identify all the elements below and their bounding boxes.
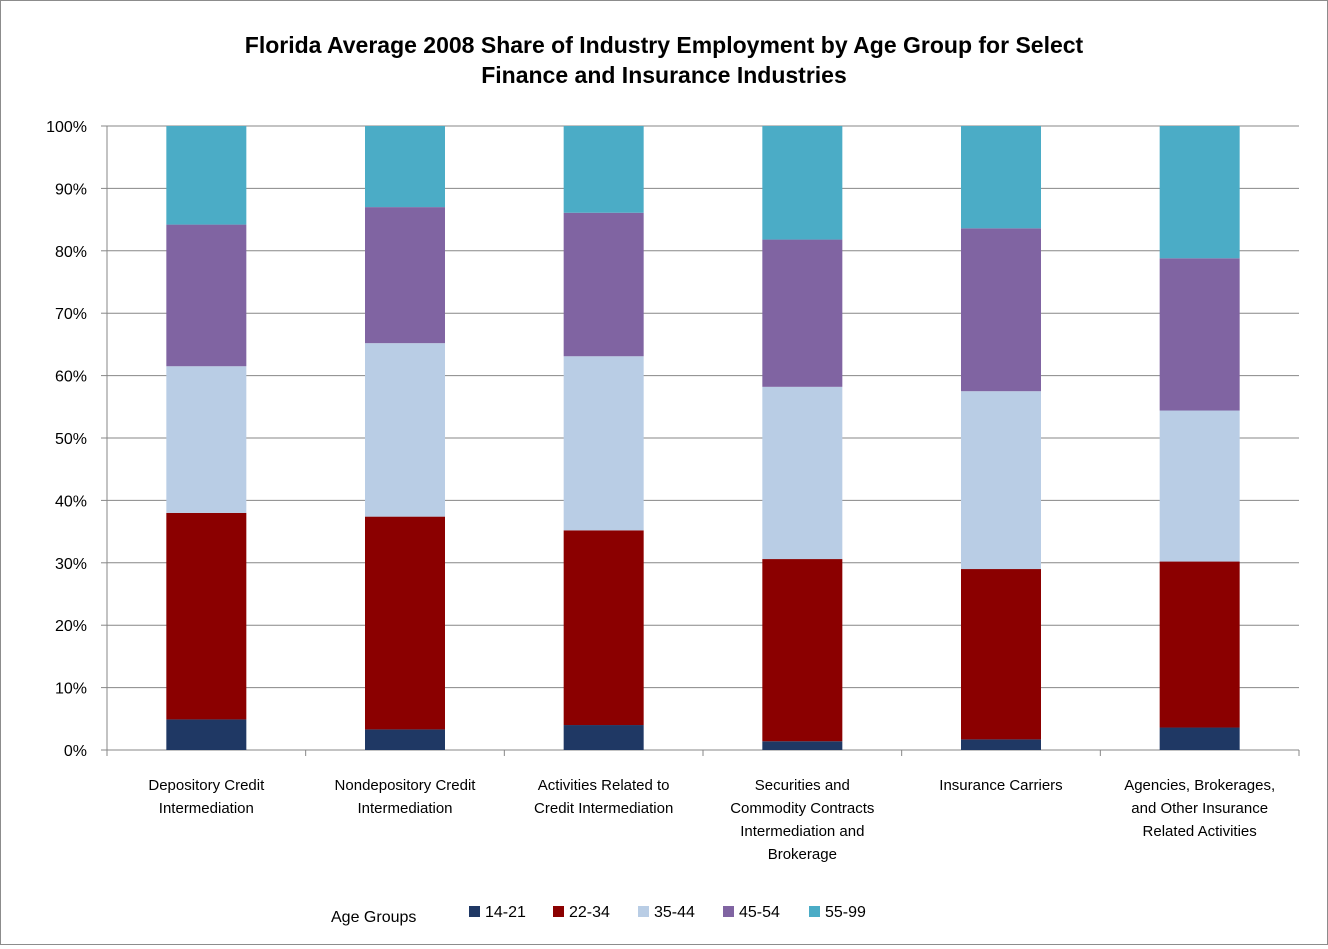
x-category-label: Agencies, Brokerages, — [1124, 777, 1275, 794]
bar-segment-14-21 — [166, 719, 247, 750]
legend-swatch-14-21 — [469, 906, 480, 917]
x-category-label: Related Activities — [1143, 823, 1257, 840]
bar-segment-35-44 — [1159, 410, 1240, 562]
y-tick-label: 70% — [55, 306, 87, 323]
bar-segment-55-99 — [961, 126, 1041, 229]
x-category-label: Commodity Contracts — [730, 800, 874, 817]
legend-label: 45-54 — [739, 904, 780, 921]
legend-label: 55-99 — [825, 904, 866, 921]
y-tick-label: 20% — [55, 618, 87, 635]
x-category-label: Intermediation — [357, 800, 452, 817]
bar-segment-14-21 — [762, 741, 843, 750]
bar-segment-22-34 — [563, 530, 644, 726]
bar-segment-45-54 — [563, 212, 644, 357]
bar-segment-45-54 — [961, 228, 1041, 392]
y-tick-label: 50% — [55, 431, 87, 448]
bar-segment-14-21 — [961, 739, 1041, 750]
bar-segment-45-54 — [166, 224, 247, 367]
y-tick-label: 80% — [55, 244, 87, 261]
bar-segment-55-99 — [365, 126, 445, 208]
bar-segment-22-34 — [1159, 561, 1240, 728]
legend-swatch-35-44 — [638, 906, 649, 917]
bar-segment-35-44 — [563, 356, 644, 531]
bar-segment-22-34 — [961, 569, 1041, 740]
legend-title: Age Groups — [331, 909, 416, 926]
y-tick-label: 90% — [55, 181, 87, 198]
y-tick-label: 100% — [46, 119, 87, 136]
bar-segment-22-34 — [365, 516, 445, 730]
bar-segment-35-44 — [166, 366, 247, 513]
y-tick-label: 0% — [64, 743, 87, 760]
y-tick-label: 30% — [55, 556, 87, 573]
x-category-label: Brokerage — [768, 846, 837, 863]
x-category-label: and Other Insurance — [1131, 800, 1268, 817]
bar-segment-35-44 — [762, 386, 843, 560]
legend-label: 14-21 — [485, 904, 526, 921]
bar-segment-45-54 — [365, 207, 445, 344]
y-tick-label: 60% — [55, 369, 87, 386]
x-category-label: Insurance Carriers — [939, 777, 1062, 794]
bar-segment-45-54 — [1159, 258, 1240, 411]
y-tick-label: 10% — [55, 681, 87, 698]
bar-segment-55-99 — [166, 126, 247, 225]
bar-segment-35-44 — [961, 391, 1041, 570]
bar-segment-14-21 — [365, 729, 445, 750]
x-category-label: Intermediation and — [740, 823, 864, 840]
x-category-label: Depository Credit — [148, 777, 265, 794]
chart-title-line: Finance and Insurance Industries — [481, 62, 847, 88]
legend-swatch-45-54 — [723, 906, 734, 917]
x-category-label: Intermediation — [159, 800, 254, 817]
chart-title-line: Florida Average 2008 Share of Industry E… — [245, 32, 1084, 58]
bar-segment-14-21 — [1159, 727, 1240, 750]
x-category-label: Credit Intermediation — [534, 800, 673, 817]
bar-segment-55-99 — [762, 126, 843, 240]
x-category-label: Nondepository Credit — [335, 777, 477, 794]
bar-segment-22-34 — [166, 512, 247, 720]
legend-label: 35-44 — [654, 904, 695, 921]
bar-segment-45-54 — [762, 239, 843, 387]
y-tick-label: 40% — [55, 493, 87, 510]
x-category-label: Activities Related to — [538, 777, 670, 794]
bar-segment-55-99 — [563, 126, 644, 213]
legend-swatch-55-99 — [809, 906, 820, 917]
bar-segment-14-21 — [563, 725, 644, 750]
legend-label: 22-34 — [569, 904, 610, 921]
bar-segment-22-34 — [762, 559, 843, 742]
legend-swatch-22-34 — [553, 906, 564, 917]
x-category-label: Securities and — [755, 777, 850, 794]
bar-segment-35-44 — [365, 343, 445, 517]
bar-segment-55-99 — [1159, 126, 1240, 259]
